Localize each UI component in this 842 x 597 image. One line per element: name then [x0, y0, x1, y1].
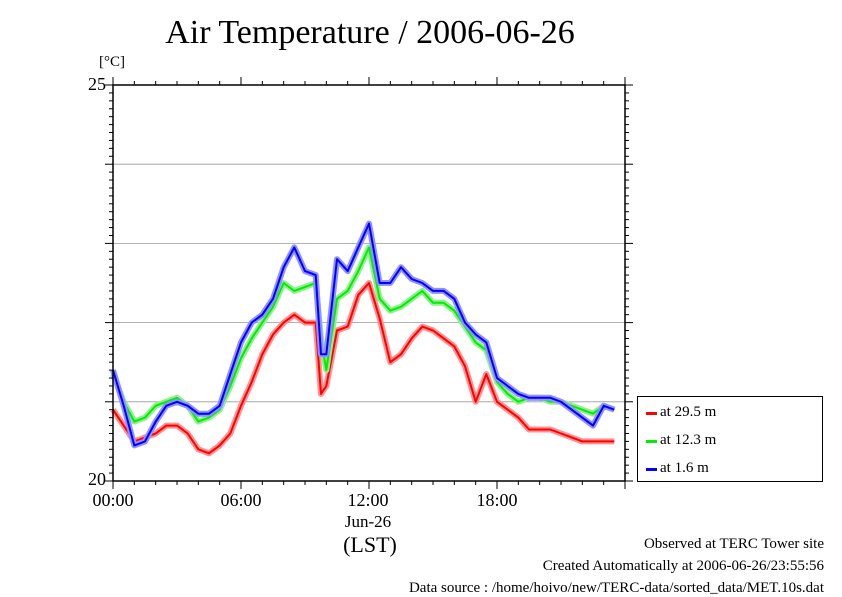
grid-lines — [113, 163, 625, 403]
y-tick-label: 25 — [88, 74, 106, 94]
series-line — [112, 282, 615, 455]
legend-label: at 29.5 m — [660, 404, 717, 420]
x-date-label: Jun-26 — [344, 512, 392, 531]
legend: at 29.5 m at 12.3 m at 1.6 m — [637, 396, 823, 482]
legend-swatch-red — [646, 412, 657, 415]
footer-created: Created Automatically at 2006-06-26/23:5… — [542, 558, 824, 574]
x-timezone-label: (LST) — [343, 532, 397, 557]
x-tick-label: 00:00 — [92, 490, 134, 510]
chart-title: Air Temperature / 2006-06-26 — [165, 14, 575, 51]
axis-ticks — [105, 77, 633, 489]
series-band — [110, 280, 615, 457]
footer-observed: Observed at TERC Tower site — [643, 536, 824, 552]
series-lines — [110, 220, 616, 457]
y-tick-label: 20 — [88, 469, 106, 489]
legend-label: at 1.6 m — [660, 460, 709, 476]
series-line — [112, 222, 615, 447]
x-tick-label: 18:00 — [476, 490, 518, 510]
x-tick-label: 06:00 — [220, 490, 262, 510]
x-tick-label: 12:00 — [347, 490, 389, 510]
legend-swatch-green — [646, 440, 657, 443]
y-axis-unit-label: [°C] — [99, 54, 125, 70]
legend-swatch-blue — [646, 468, 657, 471]
legend-label: at 12.3 m — [660, 432, 717, 448]
footer-source: Data source : /home/hoivo/new/TERC-data/… — [408, 580, 824, 596]
